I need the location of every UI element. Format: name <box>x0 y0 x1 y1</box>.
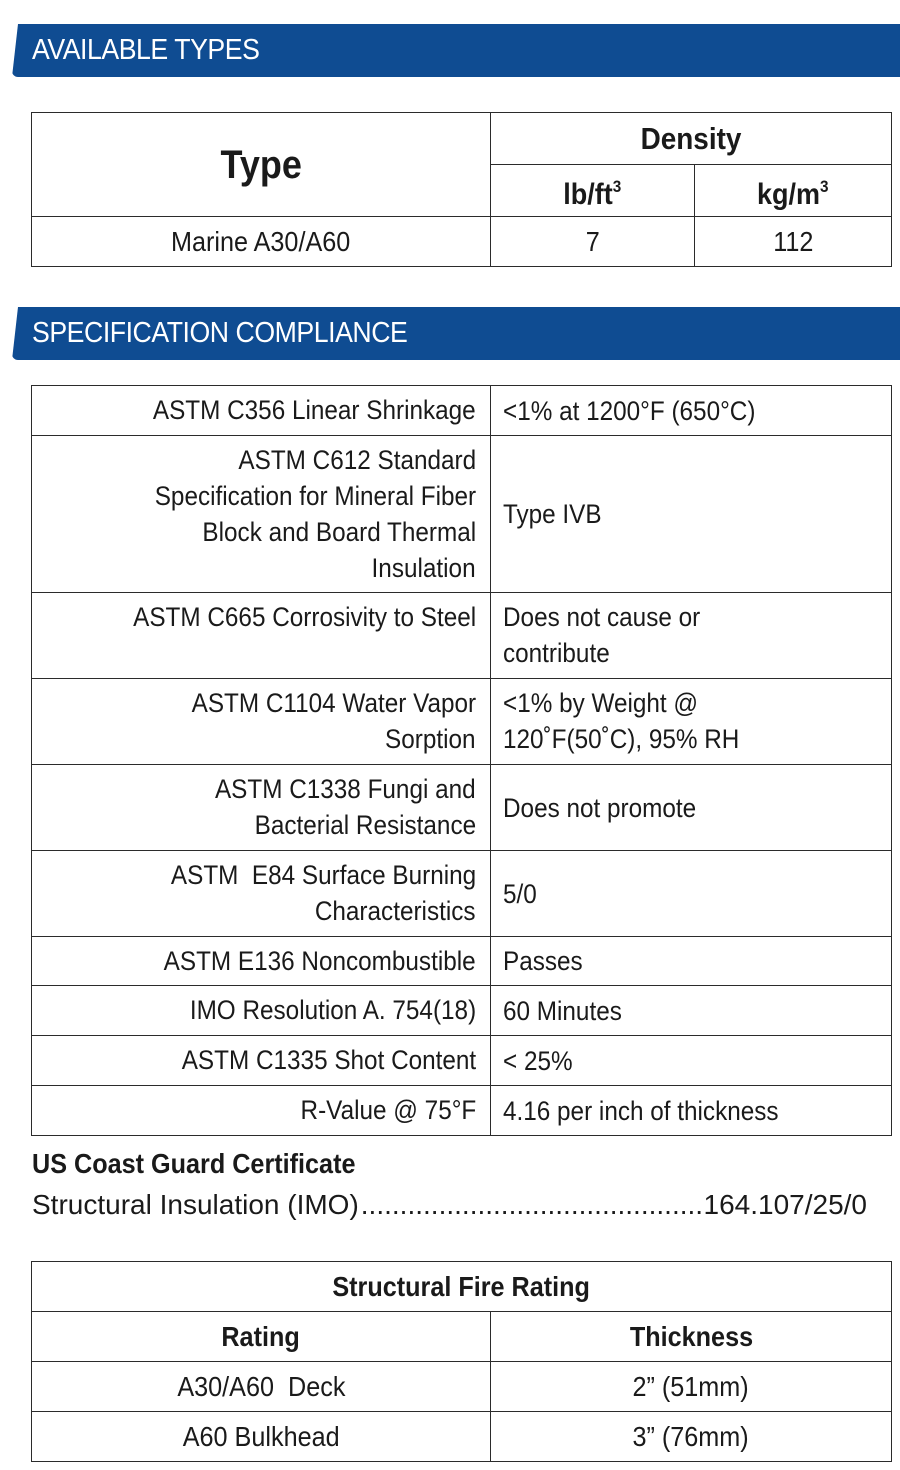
cell-type: Marine A30/A60 <box>31 216 491 267</box>
spec-label-line: Insulation <box>371 553 476 583</box>
spec-label-line: ASTM E84 Surface Burning <box>170 860 476 890</box>
available-types-table: Type Density lb/ft3 kg/m3 Marine A30/A60… <box>31 112 893 267</box>
spec-value-line: contribute <box>503 638 610 668</box>
spec-value-cell: 5/0 <box>490 850 892 937</box>
table-header-row: Type Density <box>31 112 893 217</box>
column-header-lb-ft3: lb/ft3 <box>490 164 695 217</box>
spec-label-cell: ASTM E84 Surface Burning Characteristics <box>31 850 491 937</box>
certificate-item-value: 164.107/25/0 <box>703 1189 868 1220</box>
spec-label-cell: ASTM C665 Corrosivity to Steel <box>31 592 491 679</box>
spec-label-line: ASTM C612 Standard <box>238 445 476 475</box>
spec-value-line: Does not cause or <box>503 602 701 632</box>
spec-label-cell: ASTM E136 Noncombustible <box>31 936 491 986</box>
spec-label-cell: ASTM C1335 Shot Content <box>31 1035 491 1086</box>
table-row: IMO Resolution A. 754(18) 60 Minutes <box>31 985 892 1036</box>
dot-leader <box>361 1189 702 1221</box>
structural-fire-rating-table: Structural Fire Rating Rating Thickness … <box>30 1261 893 1462</box>
column-header-density: Density <box>489 112 893 165</box>
spec-label-cell: ASTM C1338 Fungi and Bacterial Resistance <box>31 764 491 851</box>
table-title-row: Structural Fire Rating <box>30 1261 893 1312</box>
spec-label-line: ASTM C1335 Shot Content <box>181 1045 476 1075</box>
table-row: ASTM C612 Standard Specification for Mine… <box>31 435 892 593</box>
column-header-rating: Rating <box>31 1311 491 1362</box>
spec-label-line: ASTM E136 Noncombustible <box>163 946 476 976</box>
cell-lb-ft3: 7 <box>490 216 695 267</box>
table-row: R-Value @ 75°F 4.16 per inch of thickness <box>31 1085 892 1136</box>
section-heading: SPECIFICATION COMPLIANCE <box>32 317 408 349</box>
table-row: ASTM C665 Corrosivity to Steel Does not c… <box>31 592 892 679</box>
spec-value-line: 120˚F(50˚C), 95% RH <box>503 724 740 754</box>
spec-value-cell: Does not cause or contribute <box>490 592 892 679</box>
column-header-kg-m3: kg/m3 <box>693 164 893 217</box>
table-row: ASTM C1104 Water Vapor Sorption <1% by Wei… <box>31 678 892 765</box>
cell-thickness: 2” (51mm) <box>489 1361 893 1412</box>
spec-label-line: R-Value @ 75°F <box>300 1095 476 1125</box>
spec-value-line: 5/0 <box>503 878 537 909</box>
spec-label-cell: R-Value @ 75°F <box>31 1085 491 1136</box>
spec-label-line: ASTM C665 Corrosivity to Steel <box>132 602 476 632</box>
spec-value-line: 4.16 per inch of thickness <box>503 1095 779 1126</box>
spec-label-line: ASTM C356 Linear Shrinkage <box>153 395 476 425</box>
cell-rating: A30/A60 Deck <box>31 1361 491 1412</box>
certificate-item-label: Structural Insulation (IMO) <box>32 1189 359 1220</box>
table-subheader-row: lb/ft3 kg/m3 <box>32 164 893 217</box>
spec-value-line: <1% at 1200°F (650°C) <box>503 395 756 426</box>
table-row: A30/A60 Deck 2” (51mm) <box>31 1361 893 1412</box>
spec-value-cell: < 25% <box>490 1035 892 1086</box>
section-banner-specification-compliance: SPECIFICATION COMPLIANCE <box>12 307 900 360</box>
spec-label-line: Bacterial Resistance <box>254 810 476 840</box>
section-banner-available-types: AVAILABLE TYPES <box>12 24 900 77</box>
spec-label-line: Specification for Mineral Fiber <box>154 481 476 511</box>
cell-kg-m3: 112 <box>693 216 893 267</box>
spec-label-line: Characteristics <box>315 896 476 926</box>
table-title: Structural Fire Rating <box>30 1261 893 1312</box>
spec-label-cell: ASTM C1104 Water Vapor Sorption <box>31 678 491 765</box>
spec-value-cell: Does not promote <box>490 764 892 851</box>
spec-value-line: 60 Minutes <box>503 995 622 1026</box>
table-row: ASTM E136 Noncombustible Passes <box>31 936 892 986</box>
spec-value-line: Type IVB <box>503 499 602 529</box>
spec-label-cell: IMO Resolution A. 754(18) <box>31 985 491 1036</box>
uscg-certificate-title: US Coast Guard Certificate <box>32 1148 356 1179</box>
table-row: ASTM C356 Linear Shrinkage <1% at 1200°F … <box>31 385 892 436</box>
cell-rating: A60 Bulkhead <box>31 1411 491 1462</box>
spec-label-cell: ASTM C612 Standard Specification for Mine… <box>31 435 491 593</box>
section-heading: AVAILABLE TYPES <box>32 34 260 66</box>
column-header-type: Type <box>31 112 491 217</box>
spec-value-line: Does not promote <box>503 792 697 823</box>
spec-value-line: <1% by Weight @ <box>503 688 699 718</box>
spec-value-cell: Passes <box>490 936 892 986</box>
spec-value-line: Passes <box>503 946 583 976</box>
uscg-certificate-line: Structural Insulation (IMO) 164.107/25/0 <box>32 1189 867 1221</box>
spec-label-line: ASTM C1104 Water Vapor <box>191 688 476 718</box>
spec-label-line: Sorption <box>385 724 476 754</box>
table-row: ASTM C1335 Shot Content < 25% <box>31 1035 892 1086</box>
table-row: ASTM C1338 Fungi and Bacterial Resistance… <box>31 764 892 851</box>
spec-value-cell: Type IVB <box>490 435 892 593</box>
spec-label-cell: ASTM C356 Linear Shrinkage <box>31 385 491 436</box>
cell-thickness: 3” (76mm) <box>489 1411 893 1462</box>
table-row: ASTM E84 Surface Burning Characteristics 5… <box>31 850 892 937</box>
spec-label-line: IMO Resolution A. 754(18) <box>189 995 476 1025</box>
specification-compliance-table: ASTM C356 Linear Shrinkage <1% at 1200°F … <box>31 385 892 1136</box>
table-header-row: Rating Thickness <box>31 1311 893 1362</box>
spec-value-cell: <1% at 1200°F (650°C) <box>490 385 892 436</box>
table-row: A60 Bulkhead 3” (76mm) <box>31 1411 893 1462</box>
spec-label-line: ASTM C1338 Fungi and <box>215 774 476 804</box>
spec-label-line: Block and Board Thermal <box>202 517 476 547</box>
table-row: Marine A30/A60 7 112 <box>31 216 893 267</box>
column-header-thickness: Thickness <box>489 1311 893 1362</box>
spec-value-line: < 25% <box>503 1045 573 1076</box>
spec-value-cell: <1% by Weight @ 120˚F(50˚C), 95% RH <box>490 678 892 765</box>
spec-value-cell: 4.16 per inch of thickness <box>490 1085 892 1136</box>
spec-value-cell: 60 Minutes <box>490 985 892 1036</box>
